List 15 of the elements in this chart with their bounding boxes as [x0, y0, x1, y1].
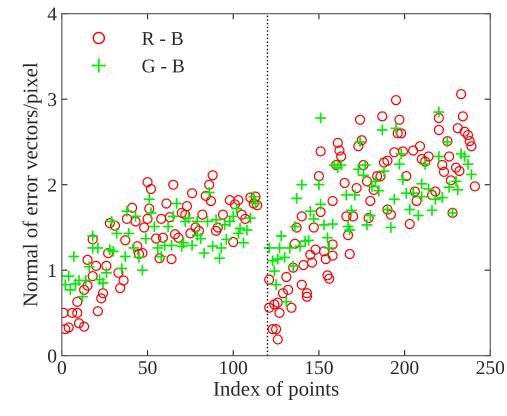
y-tick-label: 0: [48, 349, 56, 363]
y-tick-label: 4: [48, 8, 57, 20]
legend-label: R - B: [142, 32, 183, 45]
x-tick-label: 200: [390, 361, 418, 374]
x-tick-label: 250: [476, 361, 504, 374]
y-axis-title: Normal of error vectors/pixel: [22, 62, 42, 306]
x-axis-title: Index of points: [214, 380, 338, 400]
x-tick-label: 100: [220, 361, 248, 374]
legend-label: G - B: [142, 59, 184, 73]
x-tick-label: 0: [58, 361, 66, 374]
x-tick-label: 150: [306, 361, 333, 374]
y-tick-label: 1: [48, 264, 56, 277]
y-tick-label: 3: [48, 93, 56, 106]
y-tick-label: 2: [48, 178, 56, 192]
x-tick-label: 50: [138, 361, 157, 374]
